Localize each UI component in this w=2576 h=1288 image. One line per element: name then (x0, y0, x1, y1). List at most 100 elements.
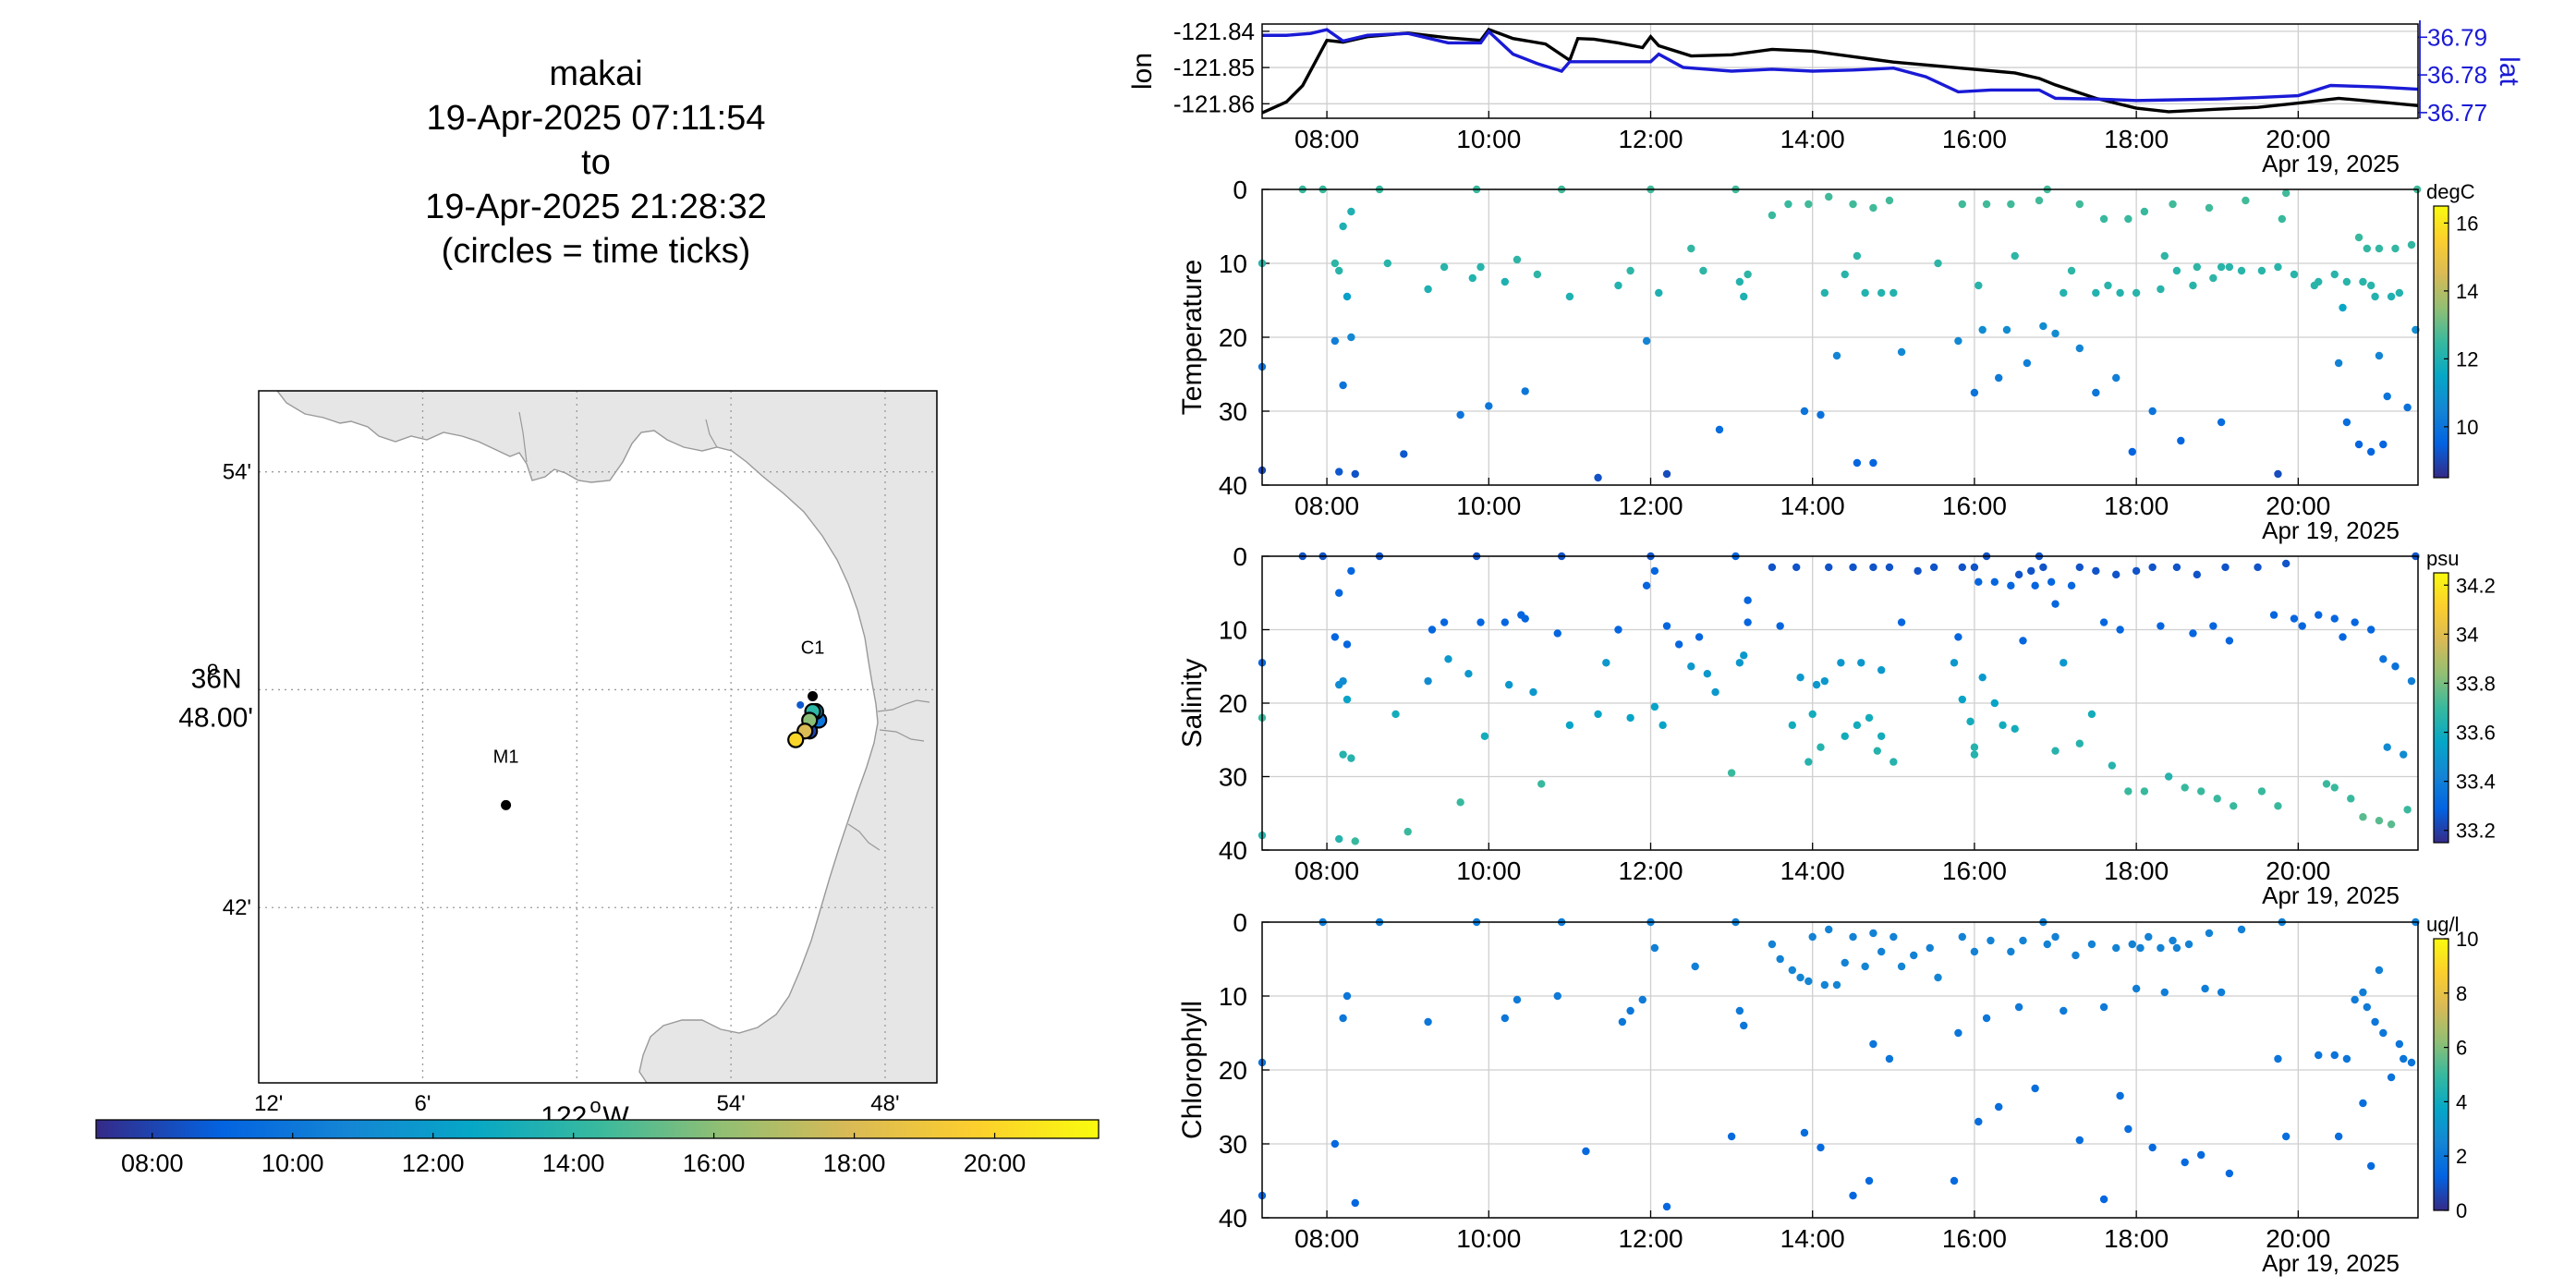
salinity-data-point (1808, 710, 1817, 719)
temperature-data-point (2060, 288, 2068, 298)
salinity-data-point (1929, 563, 1938, 572)
temperature-data-point (2334, 358, 2343, 368)
temperature-data-point (1565, 292, 1574, 301)
time-colorbar (95, 1119, 1100, 1139)
salinity-data-point (2322, 780, 2331, 788)
temperature-data-point (2075, 200, 2084, 209)
salinity-data-point (2254, 563, 2262, 572)
chlorophyll-data-point (2407, 1058, 2416, 1067)
lonlat-time-label: 14:00 (1780, 125, 1845, 153)
chlorophyll-data-point (1982, 1014, 1991, 1023)
temperature-data-point (2007, 200, 2015, 209)
temperature-data-point (2366, 281, 2376, 290)
lat-tick-label: 36.78 (2427, 61, 2487, 89)
chlorophyll-data-point (2359, 1099, 2367, 1108)
salinity-data-point (1914, 566, 1922, 576)
chlorophyll-data-point (1849, 932, 1857, 942)
chlorophyll-colorbar-label: 10 (2456, 928, 2478, 951)
temperature-data-point (1485, 402, 1493, 410)
temperature-data-point (1958, 200, 1966, 209)
salinity-colorbar-label: 33.2 (2456, 820, 2496, 843)
salinity-depth-label: 30 (1219, 763, 1247, 792)
chlorophyll-data-point (1889, 932, 1898, 942)
chlorophyll-data-point (2157, 943, 2165, 953)
chlorophyll-time-label: 20:00 (2266, 1224, 2330, 1253)
temperature-data-point (1784, 200, 1792, 209)
salinity-data-point (2060, 659, 2068, 667)
chlorophyll-data-point (1727, 1132, 1736, 1141)
creek-line (518, 411, 528, 463)
lonlat-time-label: 08:00 (1294, 125, 1359, 153)
end-time-title: 19-Apr-2025 21:28:32 (425, 188, 767, 226)
salinity-time-label: 10:00 (1456, 857, 1521, 885)
time-colorbar-label: 18:00 (823, 1149, 886, 1177)
salinity-data-point (1444, 655, 1452, 663)
chlorophyll-depth-label: 40 (1219, 1204, 1247, 1233)
salinity-data-point (2230, 802, 2238, 810)
temperature-data-point (1662, 469, 1671, 479)
salinity-date-label: Apr 19, 2025 (2262, 881, 2400, 909)
temperature-colorbar-label: 16 (2456, 212, 2478, 235)
salinity-data-point (2181, 784, 2189, 792)
time-colorbar-label: 08:00 (121, 1149, 184, 1177)
temperature-data-point (2116, 288, 2124, 298)
temperature-data-point (2391, 244, 2400, 253)
temperature-data-point (2217, 418, 2226, 427)
salinity-data-point (1970, 563, 1979, 572)
temperature-data-point (1521, 387, 1529, 395)
temperature-data-point (1699, 266, 1707, 275)
lonlat-time-label: 20:00 (2266, 125, 2330, 153)
temperature-time-label: 14:00 (1780, 492, 1845, 520)
salinity-data-point (1804, 758, 1813, 766)
temperature-data-point (2124, 214, 2132, 224)
lat-tick-label: 36.77 (2427, 99, 2487, 127)
temperature-data-point (1869, 458, 1877, 468)
salinity-data-point (1744, 618, 1752, 626)
temperature-data-point (2039, 322, 2047, 331)
estuary-line (879, 729, 925, 742)
chlorophyll-data-point (2274, 1054, 2282, 1063)
salinity-data-point (1501, 618, 1510, 626)
temperature-data-point (1825, 192, 1833, 201)
temperature-data-point (2354, 233, 2363, 242)
temperature-data-point (2092, 288, 2100, 298)
salinity-data-point (2112, 570, 2120, 579)
temperature-data-point (1424, 285, 1432, 294)
temperature-data-point (1715, 425, 1724, 434)
chlorophyll-data-point (1954, 1028, 1962, 1038)
chlorophyll-colorbar-label: 2 (2456, 1145, 2467, 1168)
salinity-data-point (2031, 581, 2039, 589)
salinity-data-point (1740, 651, 1748, 660)
temperature-data-point (2339, 303, 2347, 312)
chlorophyll-data-point (1832, 980, 1841, 990)
salinity-depth-label: 0 (1233, 542, 1247, 571)
temperature-time-label: 10:00 (1456, 492, 1521, 520)
salinity-data-point (1391, 710, 1400, 719)
chlorophyll-data-point (2351, 995, 2359, 1004)
salinity-data-point (1456, 798, 1464, 807)
temperature-data-point (1817, 410, 1825, 419)
temperature-data-point (1744, 270, 1752, 279)
temperature-data-point (2169, 200, 2177, 209)
temperature-data-point (1975, 281, 1983, 290)
salinity-data-point (1662, 622, 1671, 630)
chlorophyll-data-point (1691, 962, 1699, 971)
salinity-data-point (2290, 614, 2299, 623)
salinity-data-point (2315, 611, 2323, 619)
chlorophyll-data-point (2237, 925, 2246, 934)
temperature-data-point (2002, 325, 2011, 334)
temperature-data-point (2363, 244, 2372, 253)
salinity-data-point (1812, 680, 1821, 689)
chlorophyll-data-point (1950, 1176, 1959, 1185)
temperature-data-point (2205, 203, 2214, 213)
temperature-data-point (1897, 347, 1906, 357)
salinity-data-point (1424, 676, 1432, 686)
salinity-data-point (1521, 614, 1529, 623)
time-colorbar-label: 10:00 (261, 1149, 324, 1177)
salinity-time-label: 18:00 (2104, 857, 2169, 885)
lonlat-time-label: 12:00 (1618, 125, 1683, 153)
to-title: to (581, 143, 611, 182)
salinity-data-point (1869, 563, 1877, 572)
salinity-data-point (1553, 629, 1561, 638)
station-label: C1 (801, 638, 825, 659)
